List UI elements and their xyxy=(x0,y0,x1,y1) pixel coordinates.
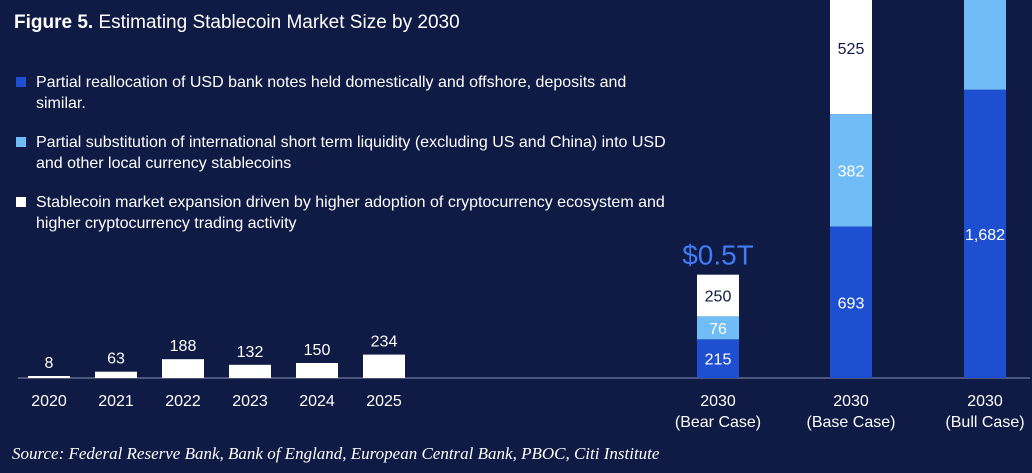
bar-segment-bull-series1 xyxy=(964,0,1006,90)
legend-swatch xyxy=(16,77,26,87)
bar-historical-2022 xyxy=(162,359,204,378)
legend-item-bank-notes: Partial reallocation of USD bank notes h… xyxy=(16,72,676,114)
legend-label: Partial reallocation of USD bank notes h… xyxy=(36,74,627,112)
data-label-historical-2020: 8 xyxy=(45,355,54,372)
legend-swatch xyxy=(16,197,26,207)
bar-segment-base-series1 xyxy=(830,114,872,227)
figure-label: Figure 5. xyxy=(14,12,94,33)
bar-segment-base-series2 xyxy=(830,0,872,115)
x-tick-label-bull-case: (Bull Case) xyxy=(945,414,1024,431)
source-note: Source: Federal Reserve Bank, Bank of En… xyxy=(12,444,660,463)
data-label-base-series2: 525 xyxy=(838,41,865,58)
legend-label: Partial substitution of international sh… xyxy=(36,134,666,172)
x-tick-label-2025: 2025 xyxy=(366,393,402,410)
data-label-bear-series0: 215 xyxy=(705,352,732,369)
x-tick-label-2024: 2024 xyxy=(299,393,335,410)
x-tick-label-base-case: (Base Case) xyxy=(807,414,896,431)
x-tick-label-bear-case: (Bear Case) xyxy=(675,414,761,431)
x-tick-label-2020: 2020 xyxy=(31,393,67,410)
bar-historical-2020 xyxy=(28,376,70,378)
legend-label: Stablecoin market expansion driven by hi… xyxy=(36,194,665,232)
x-tick-label-base-year: 2030 xyxy=(833,393,869,410)
data-label-historical-2021: 63 xyxy=(107,351,125,368)
data-label-historical-2024: 150 xyxy=(304,342,331,359)
bar-segment-bear-series2 xyxy=(697,274,739,317)
x-tick-label-2021: 2021 xyxy=(98,393,134,410)
data-label-bear-series2: 250 xyxy=(705,289,732,306)
data-label-historical-2023: 132 xyxy=(237,344,264,361)
legend-swatch xyxy=(16,137,26,147)
data-label-base-series0: 693 xyxy=(838,295,865,312)
x-tick-label-bull-year: 2030 xyxy=(967,393,1003,410)
figure-title-text: Estimating Stablecoin Market Size by 203… xyxy=(98,12,460,33)
legend-item-crypto-expansion: Stablecoin market expansion driven by hi… xyxy=(16,192,676,234)
bar-historical-2024 xyxy=(296,363,338,378)
chart-title: Figure 5. Estimating Stablecoin Market S… xyxy=(14,12,460,34)
stablecoin-chart: 8 2020 63 2021 188 2022 132 2023 150 2024 234 2025 2… xyxy=(18,0,1030,431)
data-label-bear-series1: 76 xyxy=(709,321,727,338)
data-label-historical-2022: 188 xyxy=(170,338,197,355)
bar-historical-2021 xyxy=(95,371,137,378)
data-label-bull-series0: 1,682 xyxy=(965,227,1005,244)
data-label-historical-2025: 234 xyxy=(371,334,398,351)
legend: Partial reallocation of USD bank notes h… xyxy=(16,72,676,252)
legend-item-liquidity: Partial substitution of international sh… xyxy=(16,132,676,174)
x-tick-label-2022: 2022 xyxy=(165,393,201,410)
bar-segment-base-series0 xyxy=(830,226,872,378)
x-tick-label-2023: 2023 xyxy=(232,393,268,410)
bar-historical-2023 xyxy=(229,364,271,378)
bar-segment-bull-series0 xyxy=(964,89,1006,379)
total-label-bear: $0.5T xyxy=(682,240,754,271)
bar-historical-2025 xyxy=(363,354,405,378)
bar-segment-bear-series0 xyxy=(697,339,739,378)
bar-segment-bear-series1 xyxy=(697,316,739,340)
data-label-base-series1: 382 xyxy=(838,163,865,180)
x-tick-label-bear-year: 2030 xyxy=(700,393,736,410)
